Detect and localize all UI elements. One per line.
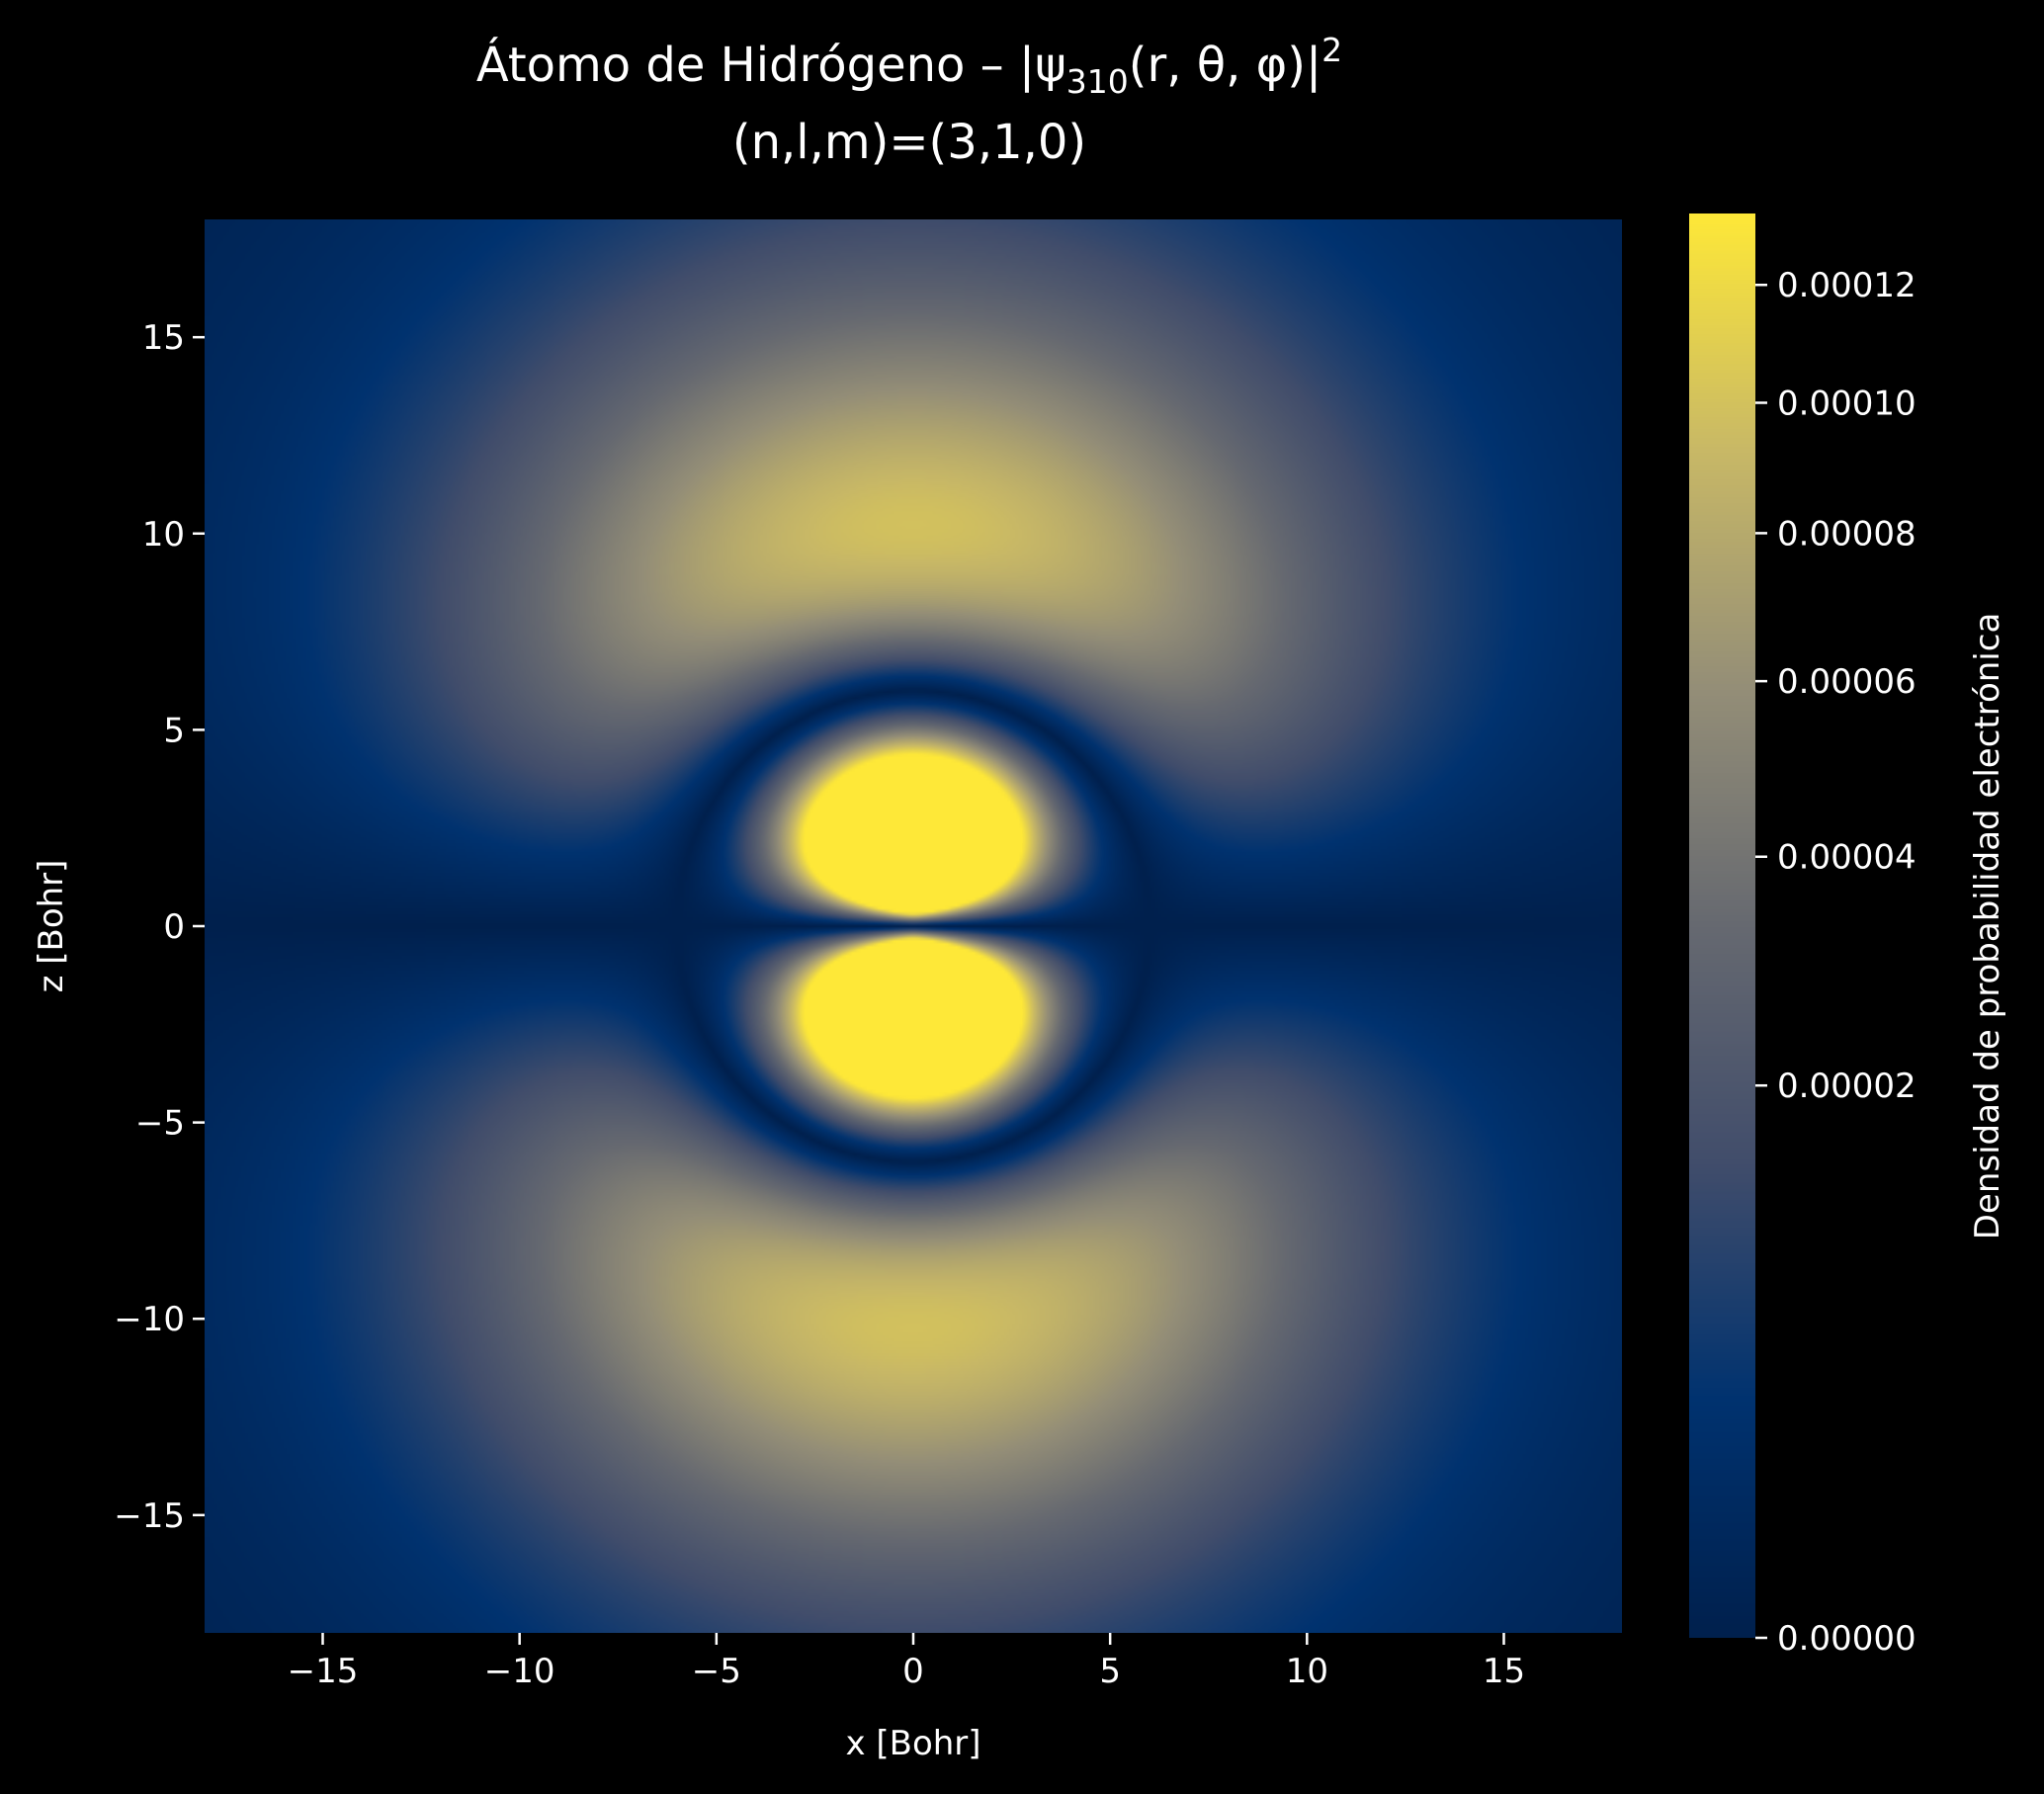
colorbar: 0.00000 0.00002 0.00004 0.00006 0.00008 0.000… [1689, 214, 2007, 1659]
colorbar-tick-label: 0.00012 [1777, 266, 1916, 305]
colorbar-ticks: 0.00000 0.00002 0.00004 0.00006 0.00008 0.000… [1755, 266, 1916, 1659]
y-tick-label: 5 [163, 711, 185, 750]
x-tick-label: −5 [692, 1652, 741, 1691]
x-tick-label: −10 [484, 1652, 555, 1691]
colorbar-tick-label: 0.00006 [1777, 662, 1916, 702]
x-tick-label: 0 [902, 1652, 924, 1691]
plot-area [205, 219, 1622, 1633]
x-tick-label: 15 [1483, 1652, 1525, 1691]
x-axis: −15 −10 −5 0 5 10 15 [288, 1633, 1525, 1691]
colorbar-tick-label: 0.00008 [1777, 514, 1916, 554]
heatmap-container [205, 219, 1622, 1633]
y-tick-label: 0 [163, 907, 185, 947]
colorbar-tick-label: 0.00010 [1777, 384, 1916, 423]
chart-title-args: (r, θ, φ)| [1129, 38, 1321, 93]
colorbar-gradient [1689, 214, 1755, 1638]
y-tick-label: −10 [114, 1300, 185, 1339]
chart-title-subscript: 310 [1066, 62, 1129, 101]
colorbar-tick-label: 0.00000 [1777, 1619, 1916, 1659]
y-tick-label: −15 [114, 1496, 185, 1536]
chart-title-prefix: Átomo de Hidrógeno – |ψ [476, 37, 1066, 93]
density-heatmap [205, 219, 1622, 1633]
x-axis-label: x [Bohr] [845, 1724, 980, 1763]
colorbar-label: Densidad de probabilidad electrónica [1968, 613, 2007, 1240]
x-tick-label: 5 [1099, 1652, 1121, 1691]
chart-title-superscript: 2 [1321, 31, 1342, 69]
colorbar-tick-label: 0.00004 [1777, 838, 1916, 878]
y-axis-label: z [Bohr] [32, 860, 71, 993]
colorbar-gradient-container [1689, 214, 1755, 1638]
chart-title: Átomo de Hidrógeno – |ψ310(r, θ, φ)|2 [476, 31, 1342, 101]
chart-subtitle: (n,l,m)=(3,1,0) [732, 115, 1086, 170]
y-tick-label: 15 [142, 318, 185, 358]
x-tick-label: 10 [1286, 1652, 1328, 1691]
y-tick-label: 10 [142, 515, 185, 555]
y-axis: −15 −10 −5 0 5 10 15 [114, 318, 205, 1536]
x-tick-label: −15 [288, 1652, 359, 1691]
y-tick-label: −5 [135, 1104, 185, 1144]
colorbar-tick-label: 0.00002 [1777, 1067, 1916, 1106]
